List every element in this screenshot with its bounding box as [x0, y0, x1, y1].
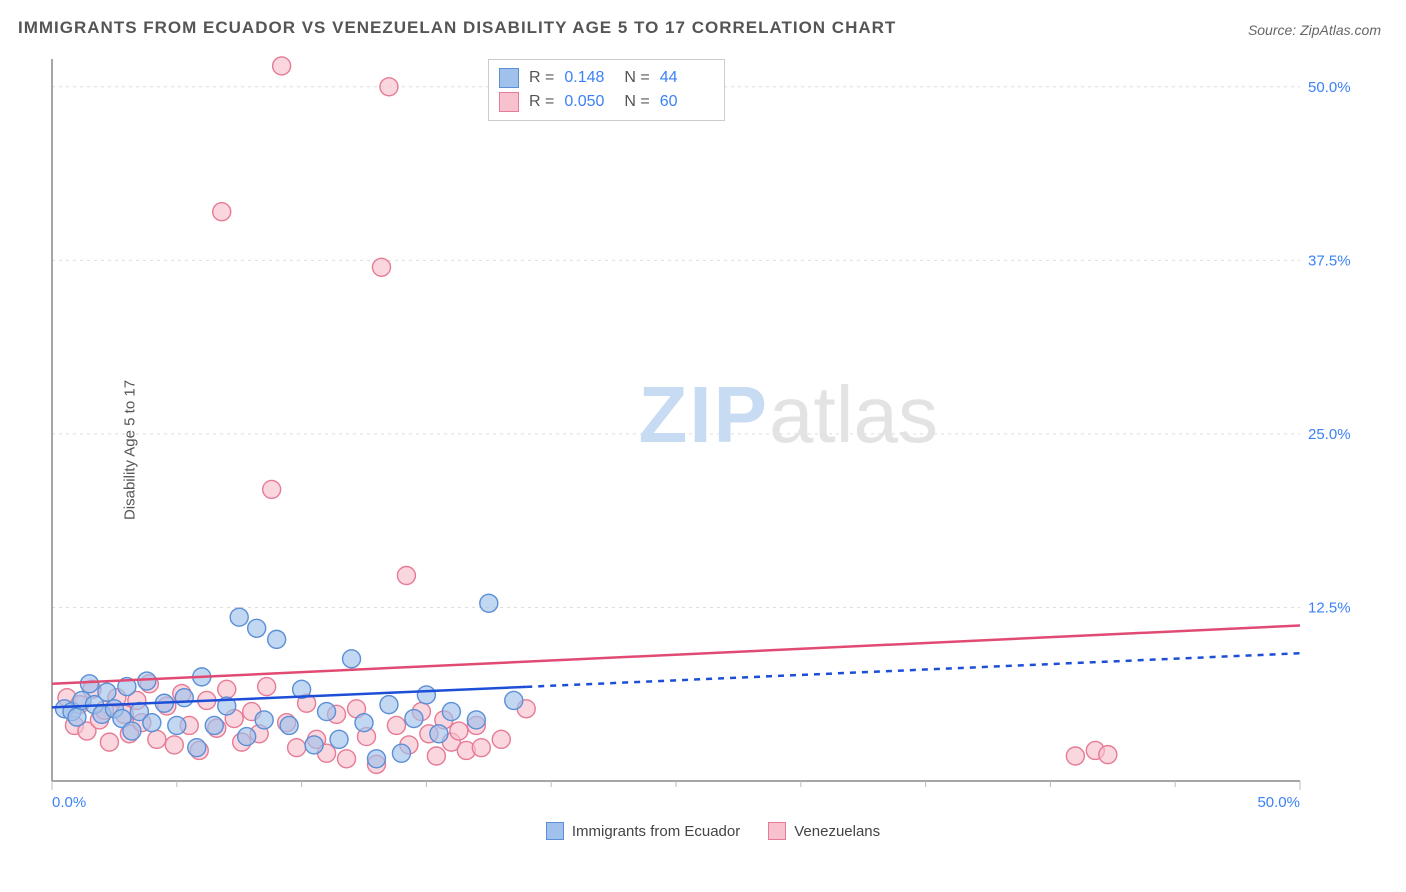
source-prefix: Source: [1248, 22, 1300, 38]
svg-text:50.0%: 50.0% [1308, 79, 1351, 96]
r-label: R = [529, 69, 554, 87]
legend-label-ecuador: Immigrants from Ecuador [572, 823, 740, 840]
chart-title: IMMIGRANTS FROM ECUADOR VS VENEZUELAN DI… [18, 18, 896, 38]
legend-label-venezuela: Venezuelans [794, 823, 880, 840]
legend-swatch-venezuela [768, 822, 786, 840]
n-label: N = [624, 93, 649, 111]
legend-item-venezuela: Venezuelans [768, 822, 880, 840]
legend-bottom: Immigrants from Ecuador Venezuelans [48, 822, 1378, 840]
swatch-ecuador [499, 68, 519, 88]
swatch-venezuela [499, 92, 519, 112]
svg-text:0.0%: 0.0% [52, 794, 86, 811]
legend-item-ecuador: Immigrants from Ecuador [546, 822, 740, 840]
r-value-ecuador: 0.148 [564, 69, 614, 87]
stats-row-ecuador: R = 0.148 N = 44 [499, 66, 710, 90]
svg-text:50.0%: 50.0% [1257, 794, 1300, 811]
r-value-venezuela: 0.050 [564, 93, 614, 111]
svg-text:37.5%: 37.5% [1308, 252, 1351, 269]
svg-text:25.0%: 25.0% [1308, 426, 1351, 443]
legend-swatch-ecuador [546, 822, 564, 840]
correlation-stats-box: R = 0.148 N = 44 R = 0.050 N = 60 [488, 59, 725, 121]
chart-area: Disability Age 5 to 17 12.5% 25.0% 37.5% 50… [48, 55, 1378, 845]
y-axis-label: Disability Age 5 to 17 [122, 380, 139, 520]
n-value-ecuador: 44 [660, 69, 710, 87]
r-label: R = [529, 93, 554, 111]
n-label: N = [624, 69, 649, 87]
source-attribution: Source: ZipAtlas.com [1248, 22, 1381, 38]
svg-text:12.5%: 12.5% [1308, 599, 1351, 616]
n-value-venezuela: 60 [660, 93, 710, 111]
scatter-plot: 12.5% 25.0% 37.5% 50.0% 0.0% 50.0% [48, 55, 1358, 815]
source-name: ZipAtlas.com [1300, 22, 1381, 38]
stats-row-venezuela: R = 0.050 N = 60 [499, 90, 710, 114]
